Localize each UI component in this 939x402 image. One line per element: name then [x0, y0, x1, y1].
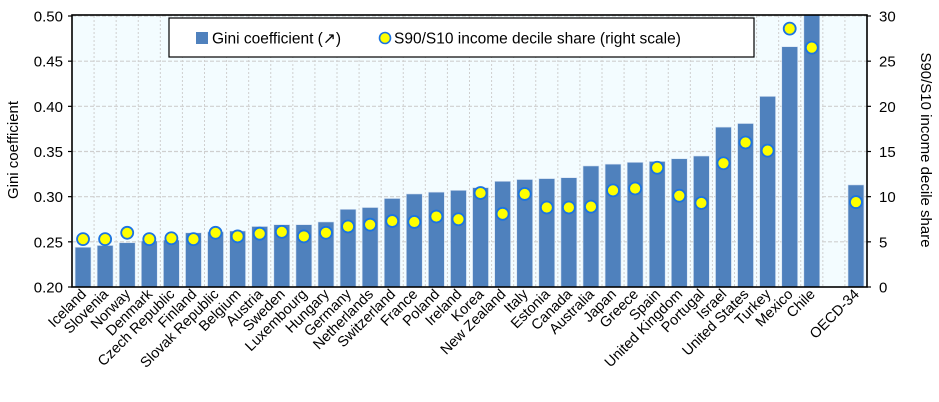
right-tick-label: 0	[879, 280, 887, 297]
right-y-axis: 0 5 10 15 20 25 30	[867, 9, 896, 297]
left-tick-label: 0.40	[34, 99, 63, 116]
bar-slovak-republic	[207, 231, 224, 288]
dot-estonia	[539, 200, 554, 215]
bar-korea	[472, 187, 489, 288]
left-tick-label: 0.30	[34, 189, 63, 206]
bar-united-kingdom	[671, 158, 688, 288]
bar-denmark	[141, 240, 158, 288]
legend-box	[168, 17, 755, 58]
bar-japan	[604, 163, 622, 288]
bar-canada	[560, 177, 578, 288]
dot-spain	[650, 160, 665, 175]
bar-turkey	[759, 96, 776, 288]
dot-iceland	[76, 232, 90, 247]
bar-ireland	[450, 190, 467, 288]
bar-france	[406, 193, 423, 288]
dot-denmark	[142, 232, 157, 247]
bar-spain	[648, 161, 666, 288]
dot-hungary	[319, 225, 333, 240]
dot-france	[407, 215, 422, 229]
legend-label-s90-s10: S90/S10 income decile share (right scale…	[394, 31, 681, 48]
dot-finland	[186, 232, 201, 247]
left-axis-title: Gini coefficient	[5, 100, 22, 199]
bar-chile	[803, 14, 821, 288]
bar-switzerland	[383, 198, 401, 288]
dot-italy	[517, 187, 532, 201]
left-tick-label: 0.35	[34, 144, 63, 161]
dot-canada	[561, 200, 576, 215]
bar-poland	[428, 191, 445, 288]
dot-united-kingdom	[672, 188, 687, 203]
dot-portugal	[694, 196, 709, 210]
left-tick-label: 0.20	[34, 280, 63, 297]
dot-turkey	[760, 143, 775, 158]
bar-iceland	[74, 246, 92, 288]
dot-switzerland	[385, 214, 400, 228]
right-tick-label: 25	[879, 54, 896, 71]
dot-chile	[804, 40, 819, 55]
left-tick-label: 0.45	[34, 54, 63, 71]
bar-australia	[582, 165, 600, 288]
dot-australia	[584, 199, 598, 214]
right-axis-title: S90/S10 income decile share	[917, 52, 934, 247]
right-tick-label: 5	[879, 234, 887, 251]
dot-germany	[341, 219, 355, 234]
bar-mexico	[781, 46, 798, 288]
legend-label-gini: Gini coefficient (↗)	[212, 31, 341, 48]
dot-greece	[628, 181, 643, 196]
bar-estonia	[538, 178, 556, 288]
right-tick-label: 20	[879, 99, 896, 116]
bar-czech-republic	[163, 239, 180, 288]
dot-united-states	[738, 135, 753, 150]
legend-dot-swatch	[378, 31, 392, 45]
dot-ireland	[451, 212, 466, 227]
dot-israel	[716, 156, 731, 171]
dot-belgium	[230, 229, 245, 244]
dot-sweden	[274, 224, 289, 239]
legend-bar-swatch	[196, 32, 208, 44]
left-tick-label: 0.50	[34, 9, 63, 26]
dot-slovak-republic	[208, 225, 223, 240]
right-tick-label: 10	[879, 189, 896, 206]
dot-oecd-34	[849, 195, 863, 209]
bar-series-gini	[74, 14, 865, 288]
gridlines	[72, 15, 867, 287]
dot-japan	[606, 183, 620, 198]
bar-norway	[118, 242, 136, 288]
dot-austria	[252, 226, 267, 241]
bar-greece	[626, 162, 644, 288]
left-y-axis: 0.20 0.25 0.30 0.35 0.40 0.45 0.50	[34, 9, 72, 297]
right-tick-label: 30	[879, 9, 896, 26]
dot-czech-republic	[164, 231, 179, 246]
bar-israel	[715, 126, 732, 288]
bar-new-zealand	[494, 181, 511, 288]
bar-slovenia	[96, 245, 114, 288]
dot-poland	[429, 209, 444, 224]
legend: Gini coefficient (↗) S90/S10 income deci…	[168, 17, 755, 58]
dot-luxembourg	[296, 229, 311, 244]
right-tick-label: 15	[879, 144, 896, 161]
dot-slovenia	[98, 232, 113, 247]
dot-norway	[120, 225, 135, 240]
scatter-series-s90-s10	[76, 21, 863, 247]
dot-new-zealand	[495, 206, 510, 221]
dot-korea	[473, 186, 488, 200]
dot-netherlands	[363, 217, 378, 232]
left-tick-label: 0.25	[34, 234, 63, 251]
bar-portugal	[693, 155, 710, 288]
dot-mexico	[782, 21, 797, 36]
